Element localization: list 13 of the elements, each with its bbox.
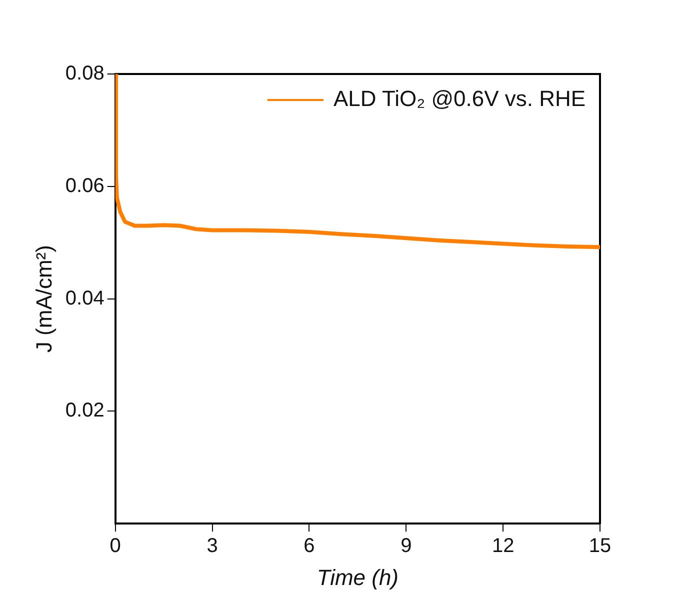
y-tick-label: 0.08 [65,62,104,85]
x-tick-label: 9 [400,535,412,558]
x-tick-label: 12 [492,535,514,558]
y-tick-label: 0.04 [65,287,104,310]
x-tick-label: 6 [304,535,315,558]
x-axis-title: Time (h) [316,564,399,590]
y-tick-label: 0.06 [65,174,104,197]
x-tick-label: 3 [206,535,218,558]
y-tick-label: 0.02 [65,400,104,422]
y-axis-title: J (mA/cm²) [31,245,56,353]
x-tick-label: 0 [110,535,121,558]
x-tick-label: 15 [588,535,612,558]
legend-label: ALD TiO₂ @0.6V vs. RHE [333,86,586,112]
